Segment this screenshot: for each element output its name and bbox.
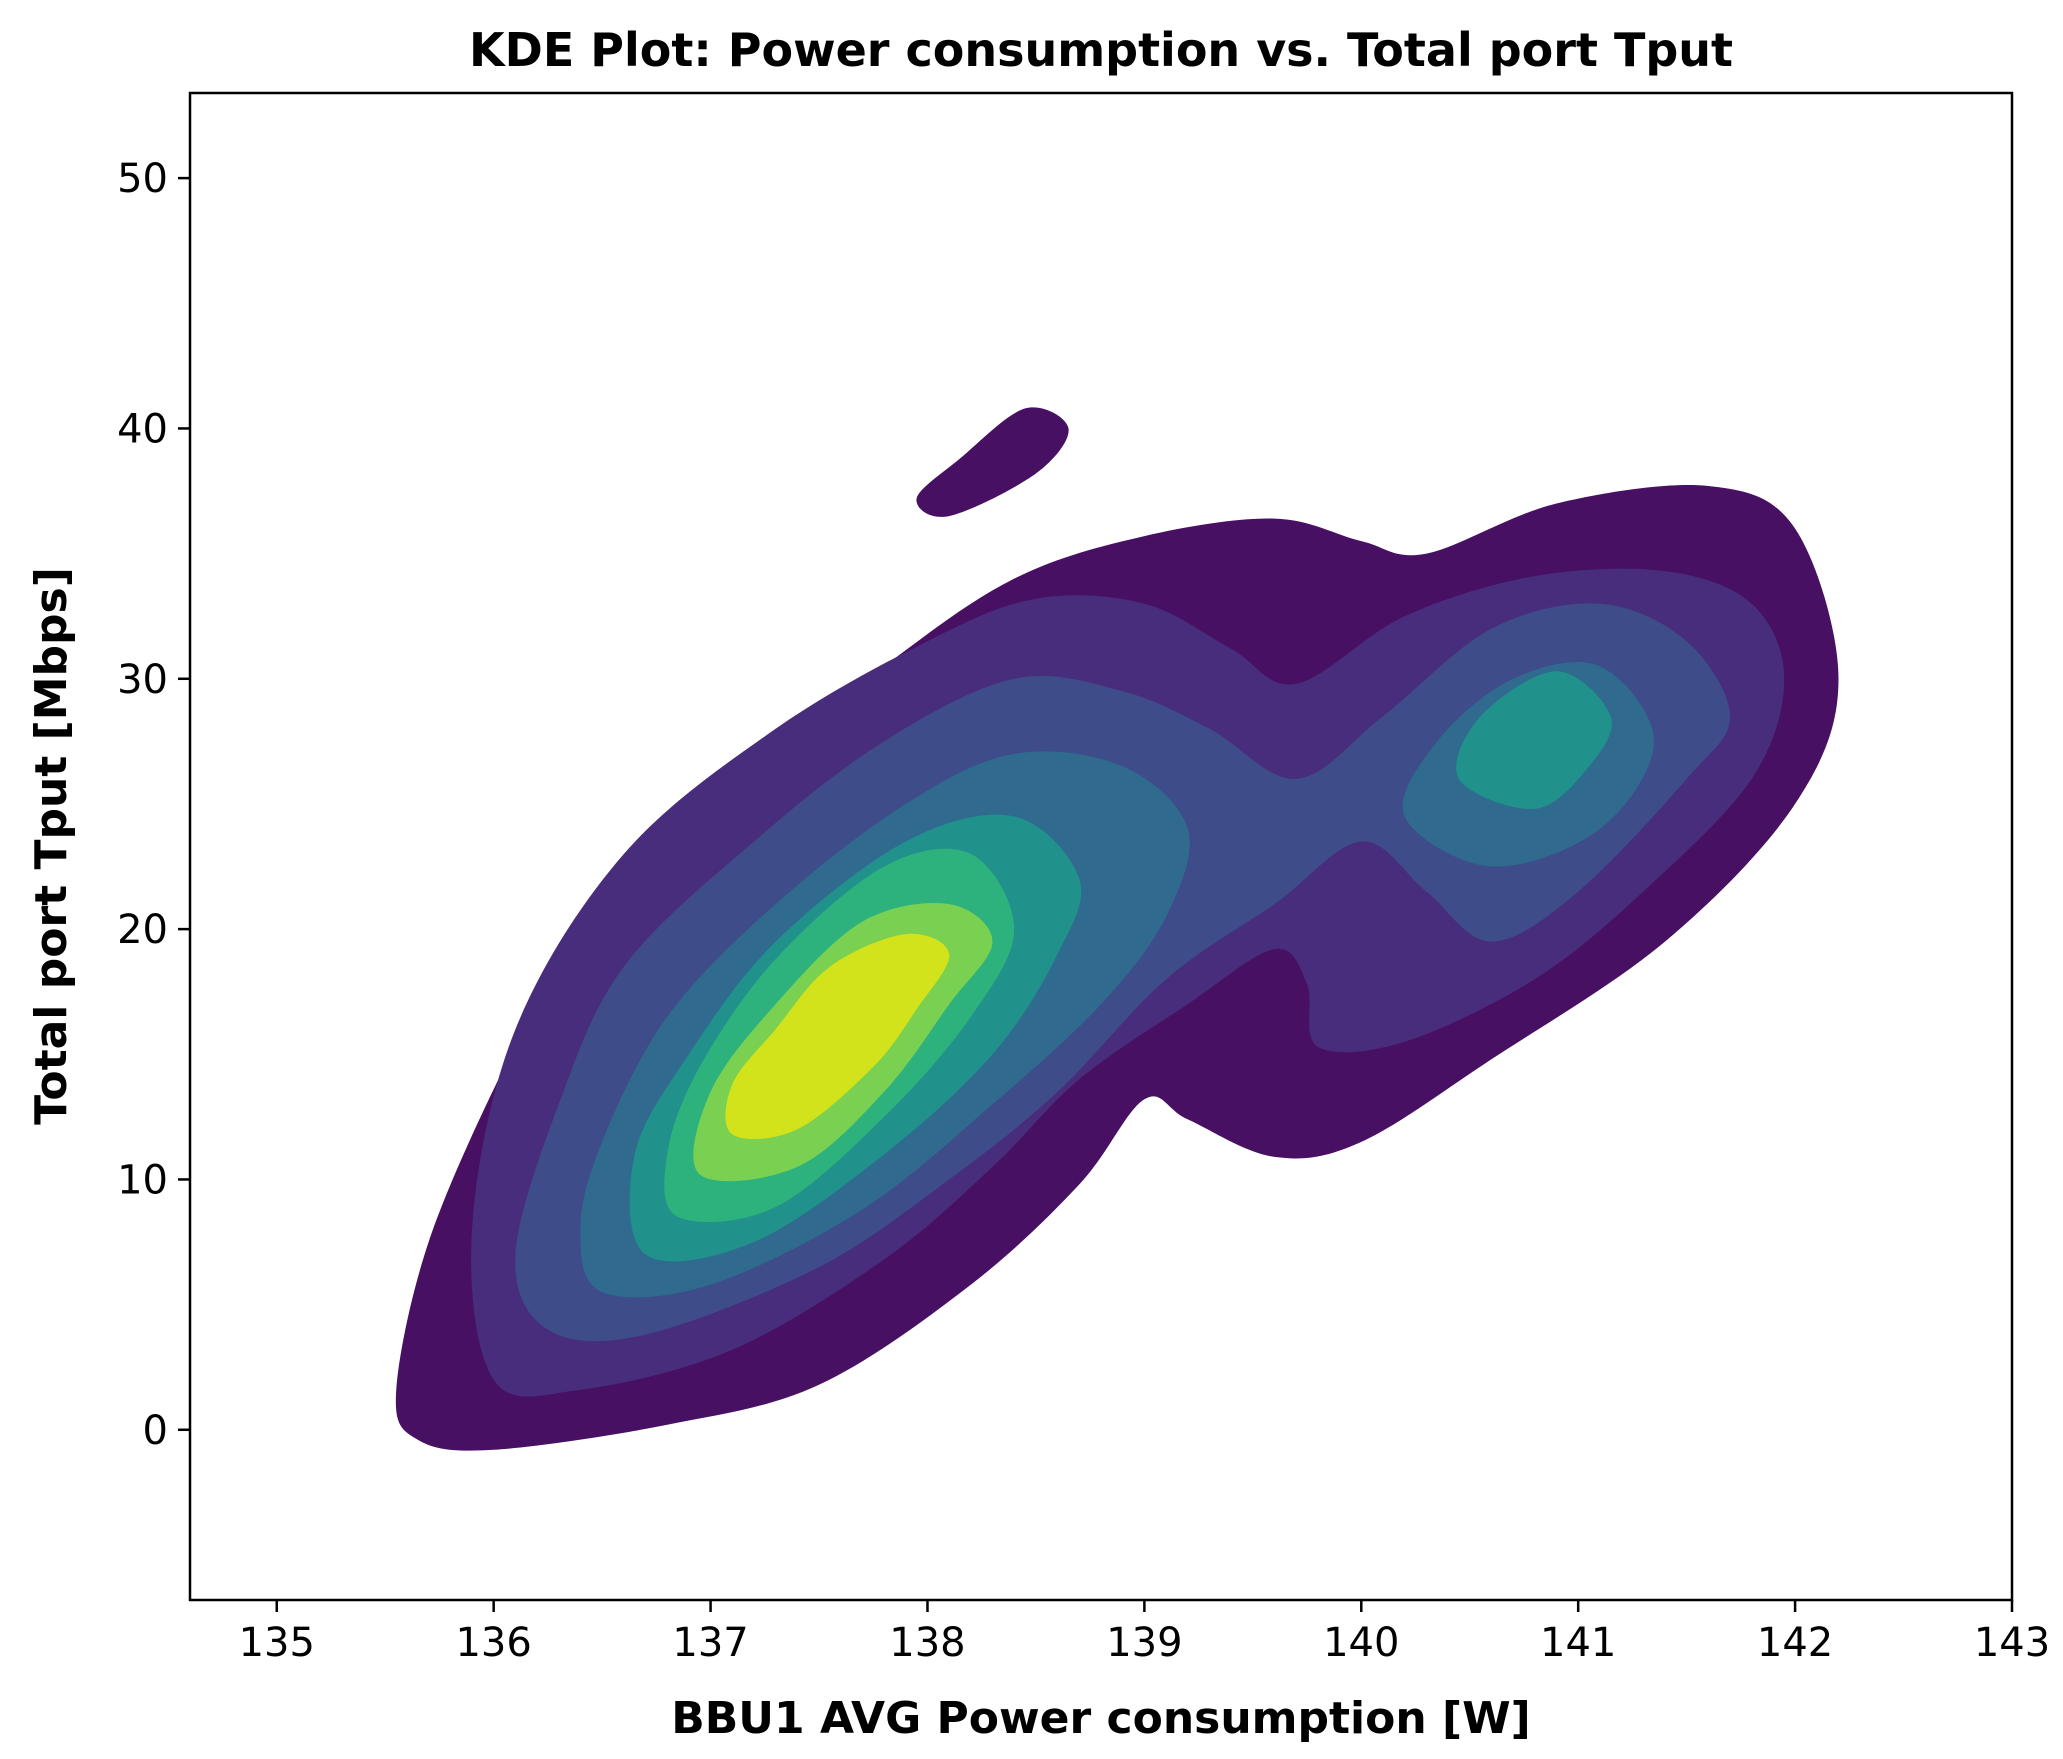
plot-frame: [188, 91, 2014, 1602]
x-axis: 135 136 137 138 139 140 141 142 143: [239, 1600, 2050, 1666]
x-axis-label: BBU1 AVG Power consumption [W]: [671, 1693, 1531, 1744]
y-tick-label: 30: [117, 657, 168, 703]
y-tick-label: 50: [117, 156, 168, 202]
y-axis: 0 10 20 30 40 50: [117, 156, 190, 1454]
x-tick-label: 136: [455, 1620, 531, 1666]
x-tick-label: 137: [672, 1620, 748, 1666]
x-tick-label: 140: [1323, 1620, 1399, 1666]
y-tick-label: 20: [117, 907, 168, 953]
x-tick-label: 141: [1540, 1620, 1616, 1666]
kde-contour-level-8: [725, 933, 950, 1140]
x-tick-label: 143: [1974, 1620, 2050, 1666]
kde-contour-level-5: [1456, 671, 1612, 810]
y-tick-label: 0: [143, 1408, 168, 1454]
x-tick-label: 142: [1757, 1620, 1833, 1666]
x-tick-label: 139: [1106, 1620, 1182, 1666]
x-tick-label: 135: [239, 1620, 315, 1666]
kde-contour-fills: [395, 407, 1839, 1451]
y-tick-label: 40: [117, 406, 168, 452]
kde-contour-level-1: [916, 407, 1069, 517]
y-axis-label: Total port Tput [Mbps]: [26, 567, 77, 1125]
chart-title: KDE Plot: Power consumption vs. Total po…: [469, 23, 1733, 77]
x-tick-label: 138: [889, 1620, 965, 1666]
y-tick-label: 10: [117, 1157, 168, 1203]
